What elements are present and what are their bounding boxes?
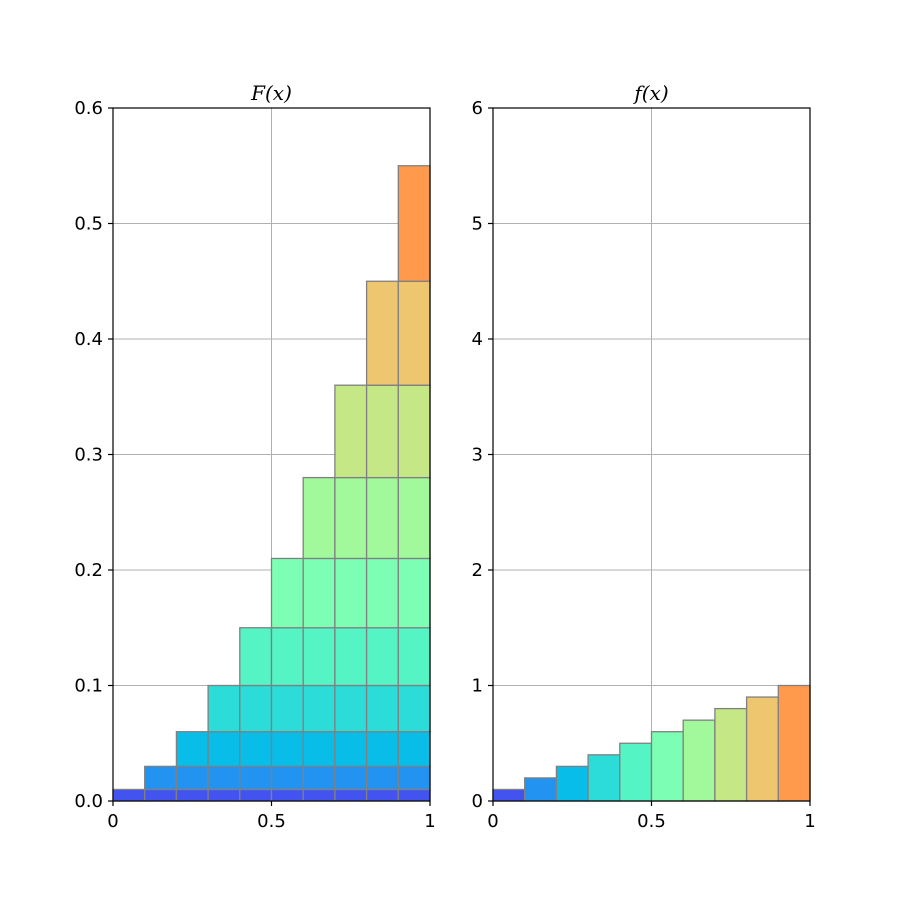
stacked-bar-segment xyxy=(397,765,431,791)
stacked-bar-segment xyxy=(397,684,431,733)
stacked-bar-segment xyxy=(175,788,209,802)
stacked-bar-segment xyxy=(397,788,431,802)
stacked-bar-segment xyxy=(270,684,304,733)
y-tick-label: 2 xyxy=(472,560,483,581)
stacked-bar-segment xyxy=(302,476,336,560)
stacked-bar-segment xyxy=(334,627,368,687)
density-chart-panel: 0 1 2 3 4 5 6 0 0.5 1 f(x) xyxy=(472,81,816,832)
stacked-bar-segment xyxy=(302,731,336,768)
stacked-bar-segment xyxy=(239,731,273,768)
stacked-bar-segment xyxy=(302,557,336,629)
stacked-bar-segment xyxy=(365,476,399,560)
stacked-bar-segment xyxy=(397,384,431,479)
y-tick-label: 6 xyxy=(472,98,483,119)
stacked-bar-segment xyxy=(175,731,209,768)
stacked-bar-segment xyxy=(397,731,431,768)
stacked-bar-segment xyxy=(365,557,399,629)
stacked-bar-segment xyxy=(112,788,146,802)
stacked-bar-segment xyxy=(270,557,304,629)
stacked-bar-segment xyxy=(334,731,368,768)
stacked-bar-segment xyxy=(334,384,368,479)
density-bar xyxy=(714,707,748,802)
stacked-bar-segment xyxy=(144,788,178,802)
density-bar xyxy=(777,684,811,802)
stacked-bar-segment xyxy=(239,684,273,733)
stacked-bar-segment xyxy=(334,788,368,802)
stacked-bar-segment xyxy=(302,788,336,802)
y-tick-label: 0.4 xyxy=(74,329,103,350)
density-bar xyxy=(555,765,589,802)
stacked-bar-segment xyxy=(365,280,399,386)
stacked-bar-segment xyxy=(334,476,368,560)
stacked-bar-segment xyxy=(365,788,399,802)
density-bar xyxy=(587,754,621,802)
density-bar xyxy=(492,788,526,802)
stacked-bar-segment xyxy=(334,765,368,791)
stacked-bar-segment xyxy=(270,731,304,768)
y-tick-label: 0.6 xyxy=(74,98,103,119)
y-tick-label: 0.0 xyxy=(74,791,103,812)
stacked-bar-segment xyxy=(365,384,399,479)
stacked-bar-segment xyxy=(207,788,241,802)
density-bar xyxy=(650,731,684,802)
cumulative-chart-panel: 0.0 0.1 0.2 0.3 0.4 0.5 0.6 0 0.5 1 F(x) xyxy=(74,81,435,832)
stacked-bar-segment xyxy=(144,765,178,791)
stacked-bar-segment xyxy=(397,627,431,687)
x-tick-label: 0 xyxy=(487,811,498,832)
y-tick-label: 0.1 xyxy=(74,676,103,697)
stacked-bar-segment xyxy=(302,627,336,687)
y-tick-label: 5 xyxy=(472,214,483,235)
stacked-bar-segment xyxy=(175,765,209,791)
stacked-bar-segment xyxy=(270,627,304,687)
y-tick-label: 1 xyxy=(472,676,483,697)
stacked-bar-segment xyxy=(365,684,399,733)
stacked-bar-segment xyxy=(207,765,241,791)
stacked-bar-segment xyxy=(302,684,336,733)
stacked-bar-segment xyxy=(207,684,241,733)
stacked-bar-segment xyxy=(397,280,431,386)
density-bar xyxy=(524,777,558,802)
x-tick-label: 0.5 xyxy=(257,811,286,832)
density-bar xyxy=(619,742,653,802)
stacked-bar-segment xyxy=(207,731,241,768)
stacked-bar-segment xyxy=(334,684,368,733)
stacked-bar-segment xyxy=(270,765,304,791)
density-bar xyxy=(745,696,779,802)
stacked-bar-segment xyxy=(334,557,368,629)
chart-title: f(x) xyxy=(632,81,668,105)
y-tick-label: 0.5 xyxy=(74,214,103,235)
y-tick-label: 3 xyxy=(472,445,483,466)
x-tick-label: 0 xyxy=(107,811,118,832)
stacked-bar-segment xyxy=(365,627,399,687)
x-tick-label: 0.5 xyxy=(637,811,666,832)
density-bar xyxy=(682,719,716,802)
stacked-bar-segment xyxy=(302,765,336,791)
stacked-bar-segment xyxy=(397,557,431,629)
x-tick-label: 1 xyxy=(424,811,435,832)
stacked-bar-segment xyxy=(239,788,273,802)
y-tick-label: 4 xyxy=(472,329,483,350)
stacked-bar-segment xyxy=(270,788,304,802)
stacked-bar-segment xyxy=(239,627,273,687)
stacked-bar-segment xyxy=(239,765,273,791)
stacked-bar-segment xyxy=(365,765,399,791)
stacked-bar-segment xyxy=(397,165,431,282)
y-tick-label: 0.2 xyxy=(74,560,103,581)
stacked-bar-segment xyxy=(365,731,399,768)
y-tick-label: 0.3 xyxy=(74,445,103,466)
y-tick-label: 0 xyxy=(472,791,483,812)
x-tick-label: 1 xyxy=(804,811,815,832)
chart-title: F(x) xyxy=(250,81,292,105)
stacked-bar-segment xyxy=(397,476,431,560)
